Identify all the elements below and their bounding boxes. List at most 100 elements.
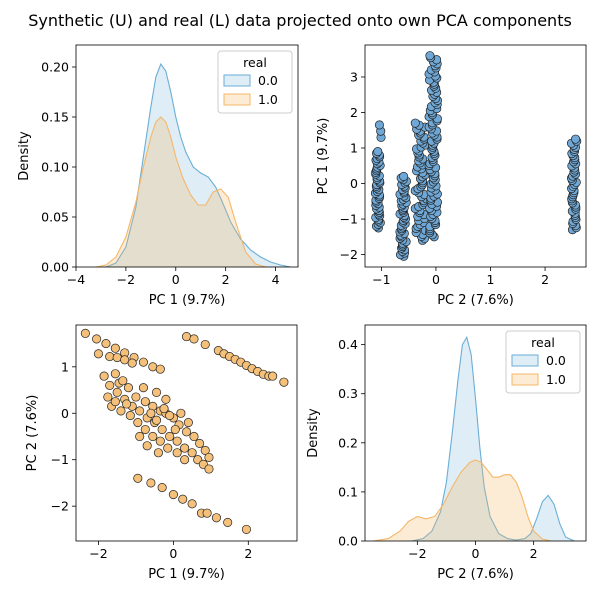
- scatter-point: [138, 357, 148, 367]
- legend-swatch-1.0: [223, 93, 251, 106]
- scatter-point: [99, 371, 109, 381]
- legend-label-0.0: 0.0: [258, 73, 278, 88]
- scatter-point: [374, 120, 384, 130]
- scatter-point: [279, 377, 289, 387]
- y-tick-label: 0.4: [338, 337, 358, 352]
- scatter-point: [140, 397, 150, 407]
- scatter-point: [241, 524, 251, 534]
- scatter-point: [151, 415, 162, 425]
- scatter-point: [268, 371, 278, 381]
- y-tick-label: 0.2: [338, 435, 358, 450]
- scatter-point: [181, 427, 192, 437]
- y-tick-label: 0.00: [41, 260, 69, 275]
- scatter-point: [165, 411, 175, 421]
- scatter-point: [155, 364, 165, 374]
- x-tick-label: 0: [432, 272, 440, 287]
- scatter-point: [187, 448, 197, 458]
- scatter-point: [172, 448, 182, 458]
- scatter-point: [133, 473, 143, 483]
- scatter-point: [168, 489, 178, 500]
- scatter-point: [110, 397, 120, 407]
- y-tick-label: 1: [350, 141, 358, 156]
- legend-label-0.0: 0.0: [546, 353, 566, 368]
- plot-area: [80, 328, 289, 534]
- legend: real 0.0 1.0: [505, 330, 581, 394]
- y-tick-label: 3: [350, 69, 358, 84]
- scatter-point: [155, 436, 165, 446]
- legend: real 0.0 1.0: [217, 50, 293, 114]
- x-tick-label: 0: [172, 272, 180, 287]
- x-axis-label: PC 2 (7.6%): [437, 293, 514, 308]
- axes-frame: [75, 324, 298, 542]
- y-tick-label: −1: [340, 212, 358, 227]
- x-tick-label: 2: [244, 546, 252, 561]
- plot-area: [95, 62, 291, 267]
- legend-box: [505, 330, 581, 394]
- y-tick-label: 0.05: [41, 210, 69, 225]
- y-tick-label: 0.15: [41, 110, 69, 125]
- scatter-point: [148, 362, 158, 372]
- scatter-synthetic-panel: −1 0 1 2 −2 −1 0 1 2 3 PC 2 (7.6%) PC 1 (9.7%): [316, 44, 587, 308]
- scatter-point: [172, 436, 182, 446]
- scatter-point: [204, 452, 214, 462]
- scatter-point: [195, 438, 205, 448]
- legend-swatch-0.0: [511, 354, 539, 367]
- scatter-point: [157, 424, 167, 435]
- y-tick-label: 0.0: [338, 534, 358, 549]
- scatter-point: [157, 483, 167, 493]
- scatter-point: [105, 380, 115, 390]
- legend-box: [217, 50, 293, 114]
- scatter-point: [123, 383, 133, 393]
- scatter-point: [176, 408, 186, 418]
- density-fill-1.0: [373, 460, 552, 541]
- x-tick-label: 2: [530, 546, 538, 561]
- scatter-point: [223, 517, 233, 527]
- scatter-point: [110, 343, 120, 353]
- density-fill-1.0: [95, 117, 266, 267]
- y-tick-label: 0.3: [338, 386, 358, 401]
- density-fill-0.0: [411, 337, 575, 541]
- scatter-point: [170, 424, 180, 435]
- y-axis-label: Density: [306, 408, 321, 458]
- legend-label-1.0: 1.0: [258, 92, 278, 107]
- density-line-0.0: [105, 62, 291, 267]
- scatter-point: [425, 51, 435, 61]
- y-axis-label: Density: [17, 131, 32, 181]
- y-axis-label: PC 2 (7.6%): [25, 395, 40, 472]
- legend-label-1.0: 1.0: [546, 372, 566, 387]
- scatter-point: [399, 171, 409, 181]
- x-tick-label: −2: [89, 546, 107, 561]
- x-tick-label: −4: [67, 272, 85, 287]
- scatter-point: [202, 508, 212, 518]
- scatter-point: [571, 134, 581, 144]
- scatter-point: [116, 406, 126, 416]
- y-axis-label: PC 1 (9.7%): [316, 118, 331, 195]
- y-tick-label: 0.1: [338, 484, 358, 499]
- legend-swatch-0.0: [223, 74, 251, 87]
- y-tick-label: −2: [51, 499, 69, 514]
- y-tick-label: 0.20: [41, 60, 69, 75]
- scatter-point: [161, 394, 171, 404]
- axes-frame: [364, 44, 587, 268]
- scatter-point: [92, 334, 102, 344]
- scatter-point: [181, 332, 192, 342]
- scatter-point: [163, 443, 173, 453]
- scatter-point: [200, 445, 210, 455]
- scatter-point: [180, 443, 190, 453]
- scatter-point: [101, 339, 111, 349]
- scatter-point: [180, 455, 190, 465]
- axes-frame: [75, 44, 299, 268]
- x-tick-label: −1: [372, 272, 390, 287]
- scatter-point: [373, 147, 383, 157]
- scatter-point: [211, 513, 222, 523]
- scatter-point: [138, 383, 148, 393]
- scatter-point: [103, 392, 113, 402]
- density-fill-0.0: [105, 64, 291, 267]
- scatter-point: [159, 404, 169, 414]
- scatter-point: [118, 376, 128, 386]
- scatter-point: [204, 464, 214, 474]
- x-tick-label: 2: [222, 272, 230, 287]
- scatter-point: [153, 448, 163, 458]
